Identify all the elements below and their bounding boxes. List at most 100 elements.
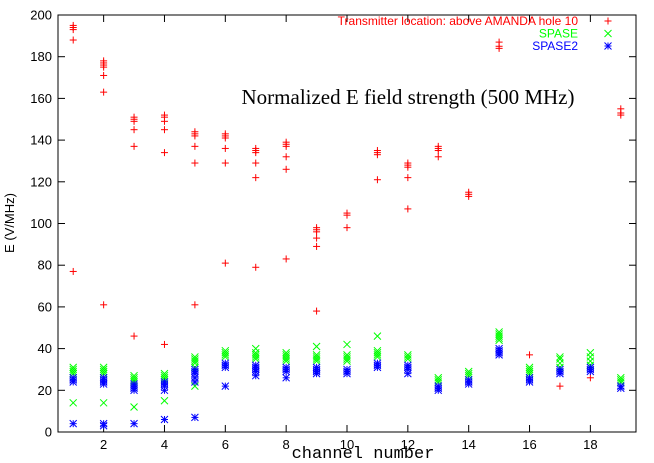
data-point-plus — [221, 259, 229, 267]
data-point-cross — [343, 357, 351, 365]
data-point-cross — [434, 376, 443, 384]
data-point-cross — [556, 359, 564, 368]
data-point-cross — [495, 334, 503, 343]
data-point-cross — [586, 348, 595, 357]
data-point-plus — [404, 174, 412, 182]
data-point-cross — [282, 355, 291, 363]
data-point-cross — [373, 353, 382, 361]
y-tick-label: 180 — [30, 49, 52, 64]
data-point-cross — [191, 357, 199, 365]
data-point-cross — [312, 355, 321, 363]
data-point-cross — [251, 344, 260, 353]
y-axis-label: E (V/MHz) — [2, 193, 17, 253]
data-point-plus — [373, 151, 381, 159]
data-point-plus — [160, 126, 168, 134]
data-point-cross — [464, 369, 473, 378]
data-point-cross — [282, 357, 291, 365]
x-axis-label: channel number — [292, 445, 435, 458]
data-point-plus — [282, 165, 290, 173]
data-point-star — [160, 415, 169, 424]
data-point-star — [343, 369, 351, 378]
data-point-plus — [434, 153, 442, 161]
legend: Transmitter location: above AMANDA hole … — [338, 14, 612, 53]
x-tick-label: 14 — [461, 437, 475, 452]
x-tick-label: 10 — [340, 437, 354, 452]
data-point-plus — [100, 71, 108, 79]
data-point-star — [495, 351, 503, 359]
data-point-star — [556, 369, 564, 378]
data-point-plus — [130, 117, 138, 125]
data-point-star — [251, 371, 260, 380]
data-point-cross — [160, 396, 169, 405]
x-tick-label: 8 — [283, 437, 290, 452]
data-point-plus — [343, 211, 351, 219]
y-tick-label: 140 — [30, 133, 52, 148]
series-star — [69, 344, 625, 430]
data-point-plus — [191, 301, 199, 309]
data-point-plus — [252, 263, 260, 271]
legend-symbol — [604, 42, 612, 50]
data-point-plus — [617, 111, 625, 119]
x-tick-label: 18 — [583, 437, 597, 452]
data-point-star — [130, 419, 138, 428]
data-point-plus — [100, 63, 108, 71]
data-point-star — [99, 380, 108, 388]
data-point-plus — [130, 126, 138, 134]
x-tick-label: 6 — [222, 437, 229, 452]
data-point-star — [312, 369, 321, 378]
data-point-plus — [130, 142, 138, 150]
data-point-plus — [495, 44, 503, 52]
data-point-cross — [221, 353, 230, 361]
data-point-plus — [130, 332, 138, 340]
data-point-plus — [526, 351, 534, 359]
y-tick-label: 160 — [30, 91, 52, 106]
data-point-plus — [313, 234, 321, 242]
data-point-star — [69, 378, 78, 386]
data-point-plus — [191, 142, 199, 150]
data-point-plus — [252, 149, 260, 157]
data-point-star — [191, 413, 199, 422]
data-point-cross — [99, 367, 108, 376]
y-tick-label: 120 — [30, 174, 52, 189]
data-point-star — [191, 378, 199, 386]
data-point-plus — [100, 301, 108, 309]
legend-symbol — [604, 17, 612, 25]
data-point-plus — [434, 147, 442, 155]
x-axis: 2 4 6 8 10 12 14 16 18 — [100, 15, 598, 452]
data-point-cross — [403, 355, 412, 363]
data-point-plus — [313, 228, 321, 236]
data-point-star — [282, 367, 291, 376]
data-point-star — [99, 421, 108, 430]
data-point-plus — [556, 382, 564, 390]
data-point-plus — [160, 117, 168, 125]
data-point-star — [130, 386, 138, 395]
data-point-plus — [343, 224, 351, 232]
data-point-star — [160, 386, 169, 395]
data-point-cross — [343, 340, 351, 349]
legend-symbol — [604, 29, 612, 38]
data-point-plus — [221, 134, 229, 142]
y-tick-label: 0 — [45, 425, 52, 440]
series-plus — [69, 21, 625, 390]
x-tick-label: 12 — [401, 437, 415, 452]
data-point-plus — [404, 205, 412, 213]
x-tick-label: 4 — [161, 437, 168, 452]
data-point-star — [586, 367, 595, 376]
data-point-cross — [586, 353, 595, 361]
y-tick-label: 60 — [38, 299, 52, 314]
data-point-plus — [252, 159, 260, 167]
y-tick-label: 200 — [30, 8, 52, 23]
data-point-plus — [221, 144, 229, 152]
data-point-cross — [556, 353, 564, 361]
data-point-plus — [313, 307, 321, 315]
x-tick-label: 16 — [522, 437, 536, 452]
data-point-cross — [343, 355, 351, 363]
data-point-star — [434, 386, 443, 395]
data-point-plus — [313, 242, 321, 250]
x-tick-label: 2 — [100, 437, 107, 452]
legend-label: Transmitter location: above AMANDA hole … — [338, 14, 579, 28]
y-tick-label: 40 — [38, 341, 52, 356]
data-point-plus — [252, 174, 260, 182]
